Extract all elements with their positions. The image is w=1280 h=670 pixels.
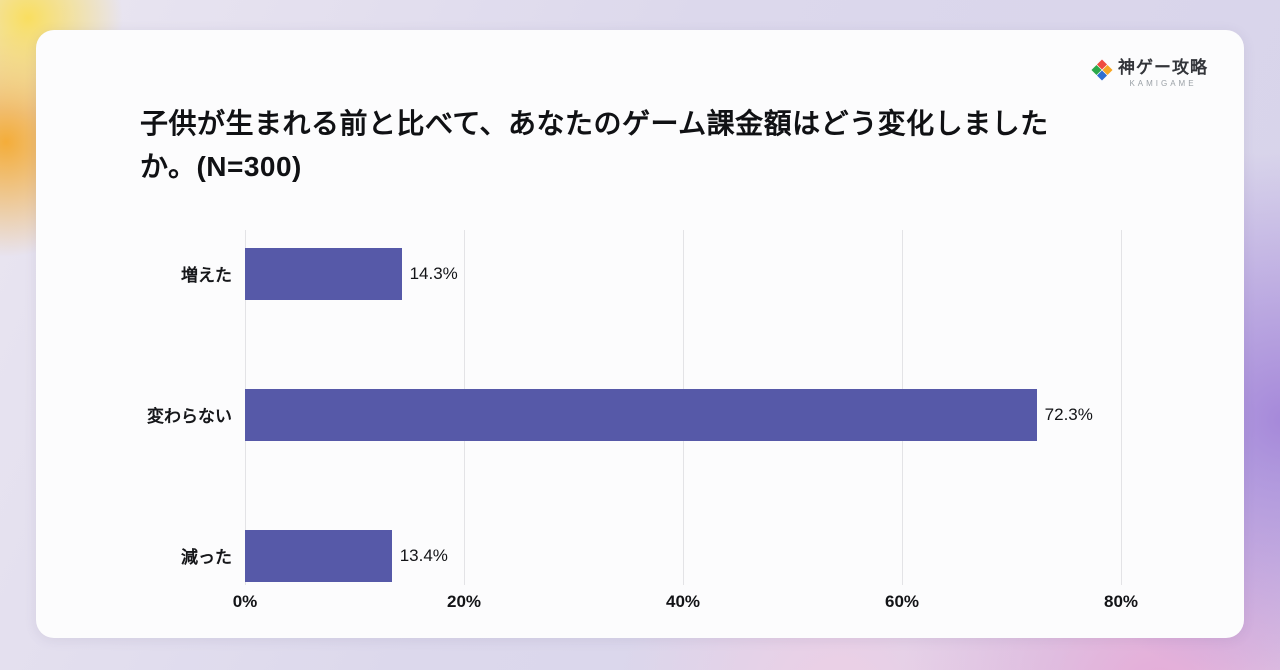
x-tick-label: 0% [232,592,258,611]
bar-chart: 増えた 14.3% 変わらない 72.3% 減った 13.4% 0% 20% 40% 60% 80… [140,203,1138,626]
bar [245,388,1037,441]
bar-track: 13.4% [245,529,1121,582]
x-tick-label: 80% [1103,592,1139,611]
category-label: 増えた [181,266,232,285]
value-label: 72.3% [1044,404,1093,424]
value-label: 14.3% [409,263,458,283]
x-tick-label: 20% [446,592,482,611]
category-label: 変わらない [147,407,232,426]
bar-row: 減った 13.4% [140,485,1121,626]
x-tick-label: 60% [884,592,920,611]
chart-title: 子供が生まれる前と比べて、あなたのゲーム課金額はどう変化しましたか。(N=300… [140,108,1049,183]
logo-name: 神ゲー攻略 [1118,58,1208,77]
logo-subtitle: KAMIGAME [1129,79,1197,89]
bar-track: 72.3% [245,388,1121,441]
bar [245,529,392,582]
category-label: 減った [181,548,232,567]
bar-row: 変わらない 72.3% [140,344,1121,485]
bar-track: 14.3% [245,247,1121,300]
value-label: 13.4% [399,545,448,565]
bar-rows: 増えた 14.3% 変わらない 72.3% 減った 13.4% [140,203,1121,626]
bar [245,247,402,300]
x-tick-label: 40% [665,592,701,611]
kamigame-diamond-icon [1091,59,1113,81]
gridline [1121,230,1122,585]
logo-text: 神ゲー攻略 KAMIGAME [1118,58,1208,88]
bar-row: 増えた 14.3% [140,203,1121,344]
x-axis-ticks: 0% 20% 40% 60% 80% [233,592,1138,616]
kamigame-logo: 神ゲー攻略 KAMIGAME [1091,58,1208,88]
chart-card: 神ゲー攻略 KAMIGAME 子供が生まれる前と比べて、あなたのゲーム課金額はど… [36,30,1244,638]
